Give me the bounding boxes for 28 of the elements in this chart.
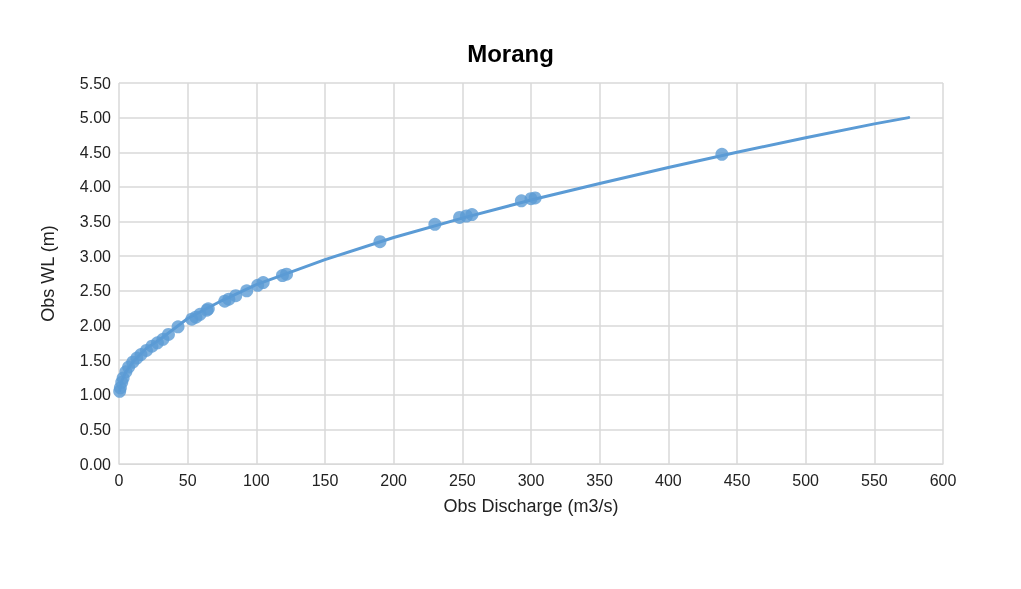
y-tick-label: 0.50	[79, 420, 112, 438]
x-tick-label: 50	[178, 471, 197, 489]
x-tick-label: 400	[654, 471, 682, 489]
y-tick-label: 4.00	[79, 178, 112, 196]
x-axis-title: Obs Discharge (m3/s)	[443, 496, 619, 516]
y-tick-label: 4.50	[79, 143, 112, 161]
x-tick-label: 600	[929, 471, 957, 489]
y-tick-label: 1.00	[79, 386, 112, 404]
y-tick-label: 3.50	[79, 213, 112, 231]
y-tick-label: 1.50	[79, 351, 112, 369]
y-tick-label: 2.00	[79, 316, 112, 334]
x-tick-label: 100	[242, 471, 270, 489]
y-tick-label: 0.00	[79, 455, 112, 473]
x-tick-label: 250	[448, 471, 476, 489]
x-tick-label: 150	[311, 471, 339, 489]
y-tick-label: 5.00	[79, 109, 112, 127]
chart-title: Morang	[467, 39, 554, 67]
x-tick-label: 0	[114, 471, 124, 489]
x-tick-label: 200	[380, 471, 408, 489]
x-tick-label: 450	[723, 471, 751, 489]
x-tick-label: 350	[586, 471, 614, 489]
y-axis-title: Obs WL (m)	[38, 225, 58, 322]
x-tick-label: 500	[792, 471, 820, 489]
x-tick-label: 550	[860, 471, 888, 489]
x-tick-label: 300	[517, 471, 545, 489]
y-tick-label: 2.50	[79, 282, 112, 300]
y-tick-label: 5.50	[79, 74, 112, 92]
y-tick-label: 3.00	[79, 247, 112, 265]
